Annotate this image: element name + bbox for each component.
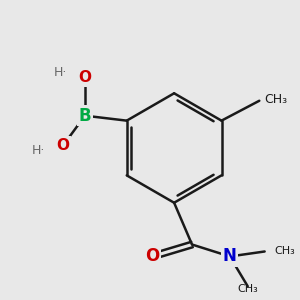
Text: H·: H· xyxy=(54,66,67,80)
Text: O: O xyxy=(78,70,92,86)
Text: O: O xyxy=(56,138,70,153)
Text: O: O xyxy=(145,248,159,266)
Text: N: N xyxy=(223,248,237,266)
Text: CH₃: CH₃ xyxy=(274,247,296,256)
Text: B: B xyxy=(79,107,91,125)
Text: CH₃: CH₃ xyxy=(237,284,258,294)
Text: CH₃: CH₃ xyxy=(264,93,287,106)
Text: H·: H· xyxy=(32,144,45,157)
